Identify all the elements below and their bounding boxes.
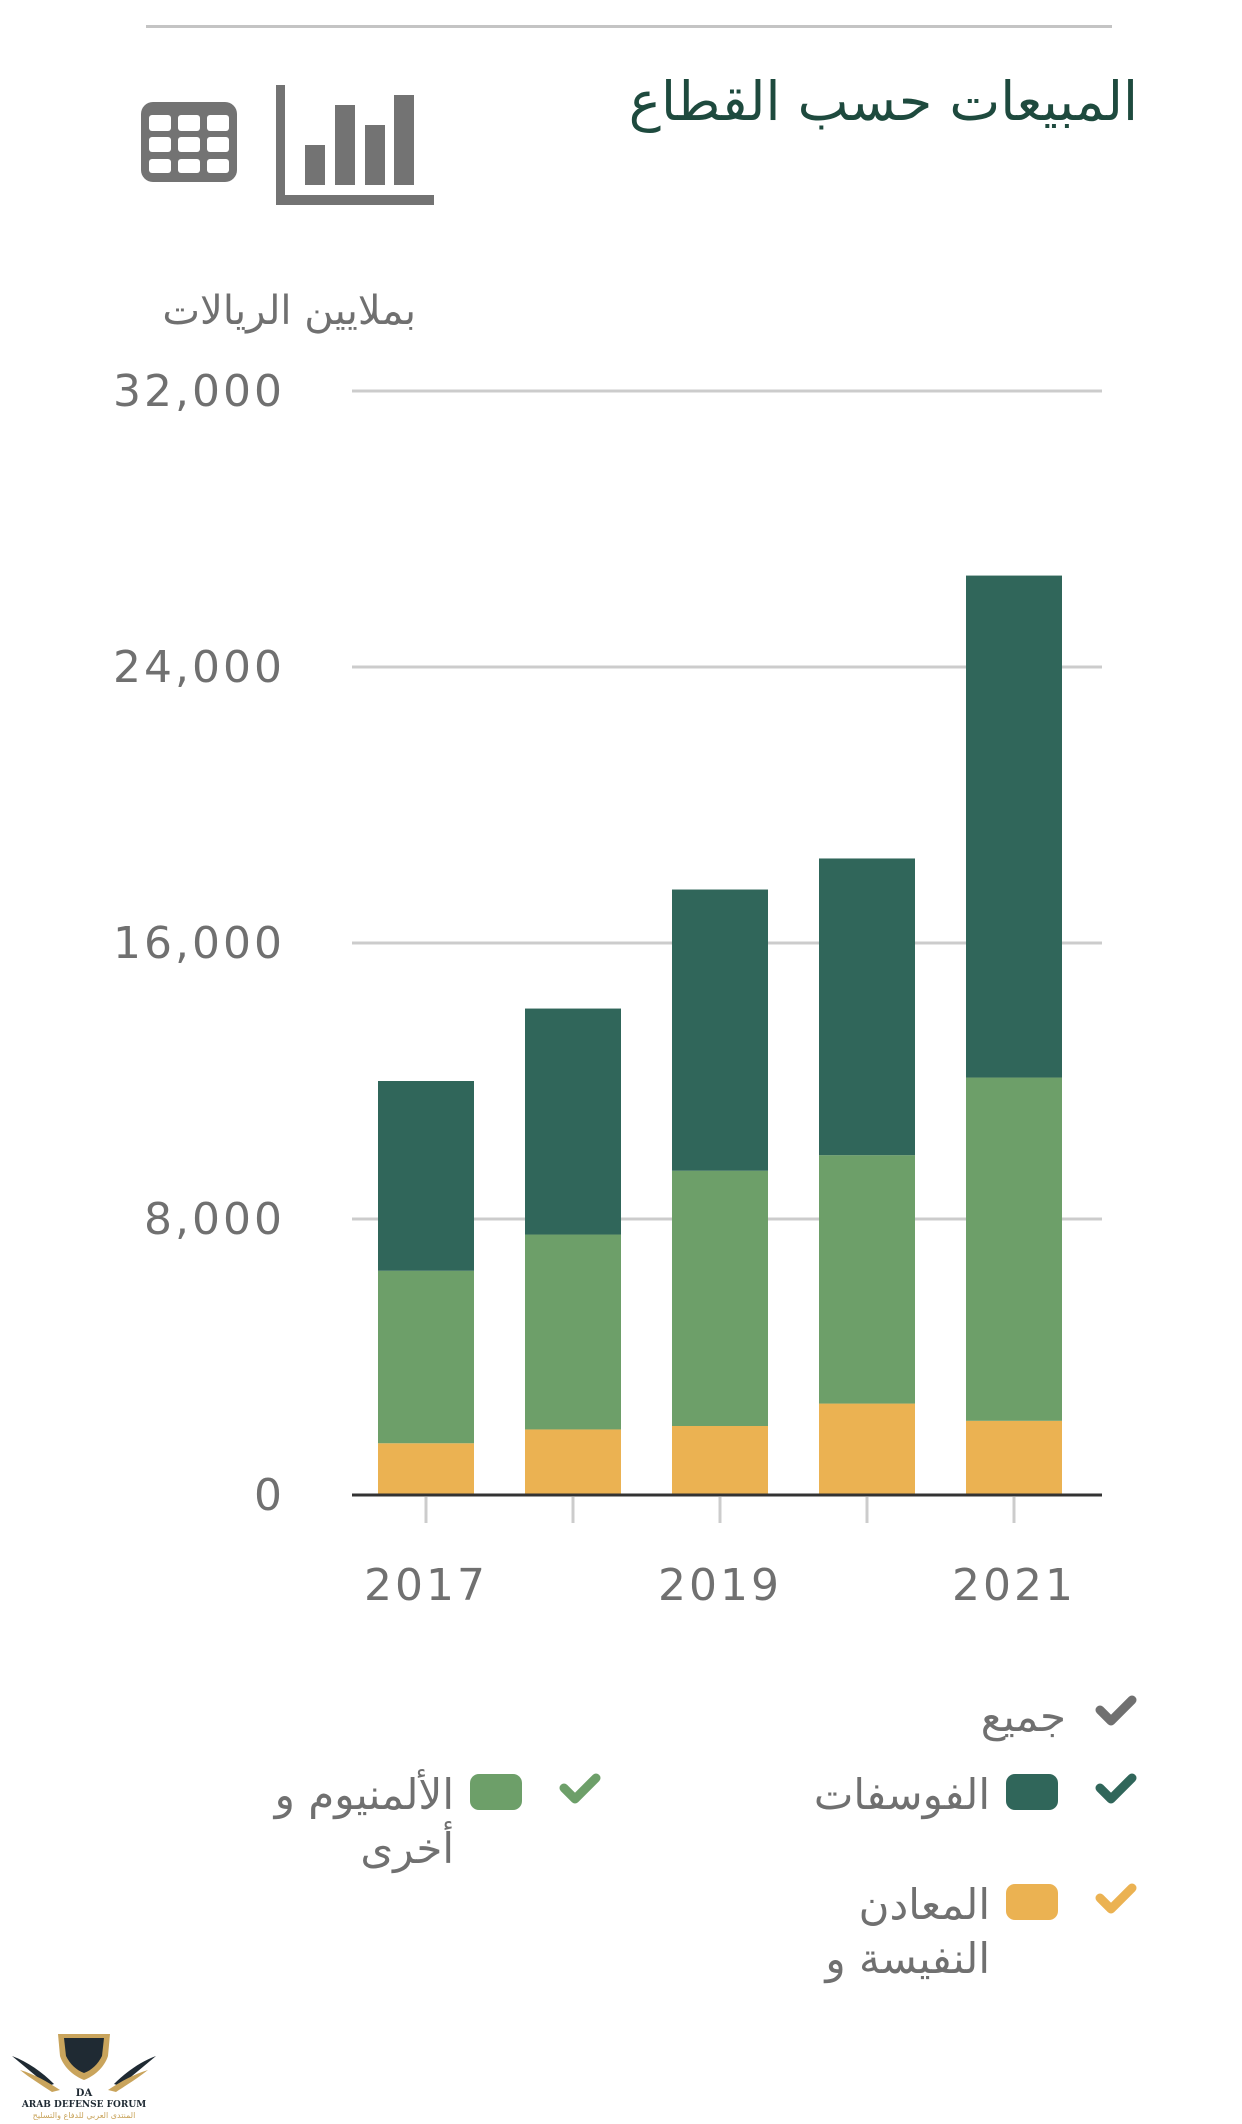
bars [378, 575, 1062, 1495]
legend-item-gold[interactable]: المعادن النفيسة و [825, 1878, 1138, 1986]
table-grid-icon [141, 102, 237, 182]
bar-segment-gold [378, 1443, 474, 1495]
bar-segment-phosphate [672, 889, 768, 1171]
legend-swatch-aluminium [470, 1774, 522, 1810]
y-tick-label: 32,000 [113, 366, 285, 417]
check-icon [559, 1773, 601, 1804]
legend-label-phosphate: الفوسفات [813, 1770, 990, 1819]
y-axis-unit-label: بملايين الريالات [162, 288, 416, 334]
legend-item-aluminium[interactable]: الألمنيوم و أخرى [275, 1768, 602, 1876]
bar-stack [819, 858, 915, 1495]
bar-stack [966, 575, 1062, 1495]
bar-segment-aluminium [378, 1270, 474, 1444]
bar-stack [525, 1008, 621, 1495]
bar-segment-phosphate [819, 858, 915, 1156]
legend-label-aluminium: الألمنيوم و أخرى [274, 1770, 454, 1873]
bar-segment-phosphate [966, 575, 1062, 1078]
bar-segment-gold [966, 1420, 1062, 1495]
x-tick-label: 2019 [658, 1560, 782, 1611]
watermark-text-ar: المنتدى العربي للدفاع والتسليح [33, 2111, 136, 2120]
y-axis-ticks: 0 8,000 16,000 24,000 32,000 [113, 366, 285, 1521]
watermark-monogram: DA [76, 2088, 93, 2099]
top-divider [146, 25, 1112, 28]
bar-segment-phosphate [525, 1008, 621, 1235]
check-icon [1095, 1773, 1137, 1804]
legend-swatch-phosphate [1006, 1774, 1058, 1810]
bar-segment-aluminium [966, 1077, 1062, 1421]
bar-segment-aluminium [525, 1234, 621, 1430]
bar-stack [378, 1081, 474, 1495]
y-tick-label: 16,000 [113, 918, 285, 969]
legend-item-phosphate[interactable]: الفوسفات [814, 1768, 1138, 1822]
legend-label-all: جميع [980, 1692, 1066, 1741]
x-axis-ticks: 2017 2019 2021 [364, 1497, 1076, 1611]
legend-item-all[interactable]: جميع [981, 1690, 1138, 1744]
x-tick-label: 2021 [952, 1560, 1076, 1611]
check-icon [1095, 1883, 1137, 1914]
bar-segment-gold [819, 1403, 915, 1495]
watermark-text-en: ARAB DEFENSE FORUM [21, 2100, 146, 2110]
bar-segment-aluminium [672, 1170, 768, 1426]
bar-segment-phosphate [378, 1081, 474, 1271]
bar-segment-gold [525, 1429, 621, 1495]
table-view-button[interactable] [141, 102, 237, 182]
bar-segment-aluminium [819, 1155, 915, 1404]
bar-chart-icon [276, 85, 434, 205]
watermark-logo: DA ARAB DEFENSE FORUM المنتدى العربي للد… [8, 2026, 160, 2120]
y-tick-label: 24,000 [113, 642, 285, 693]
legend-label-gold: المعادن النفيسة و [825, 1880, 990, 1983]
legend-swatch-gold [1006, 1884, 1058, 1920]
bar-stack [672, 889, 768, 1495]
stacked-bar-chart: 0 8,000 16,000 24,000 32,000 2017 2019 2021 [113, 366, 1102, 1611]
bar-segment-gold [672, 1426, 768, 1495]
y-tick-label: 0 [254, 1470, 285, 1521]
legend: جميع الفوسفات الألمنيوم و أخرى المعادن ا… [275, 1690, 1138, 1986]
chart-title: المبيعات حسب القطاع [628, 70, 1138, 133]
x-tick-label: 2017 [364, 1560, 488, 1611]
chart-view-button[interactable] [276, 85, 434, 205]
arab-defense-forum-logo: DA ARAB DEFENSE FORUM المنتدى العربي للد… [12, 2034, 156, 2120]
check-icon [1095, 1695, 1137, 1726]
y-tick-label: 8,000 [144, 1194, 285, 1245]
